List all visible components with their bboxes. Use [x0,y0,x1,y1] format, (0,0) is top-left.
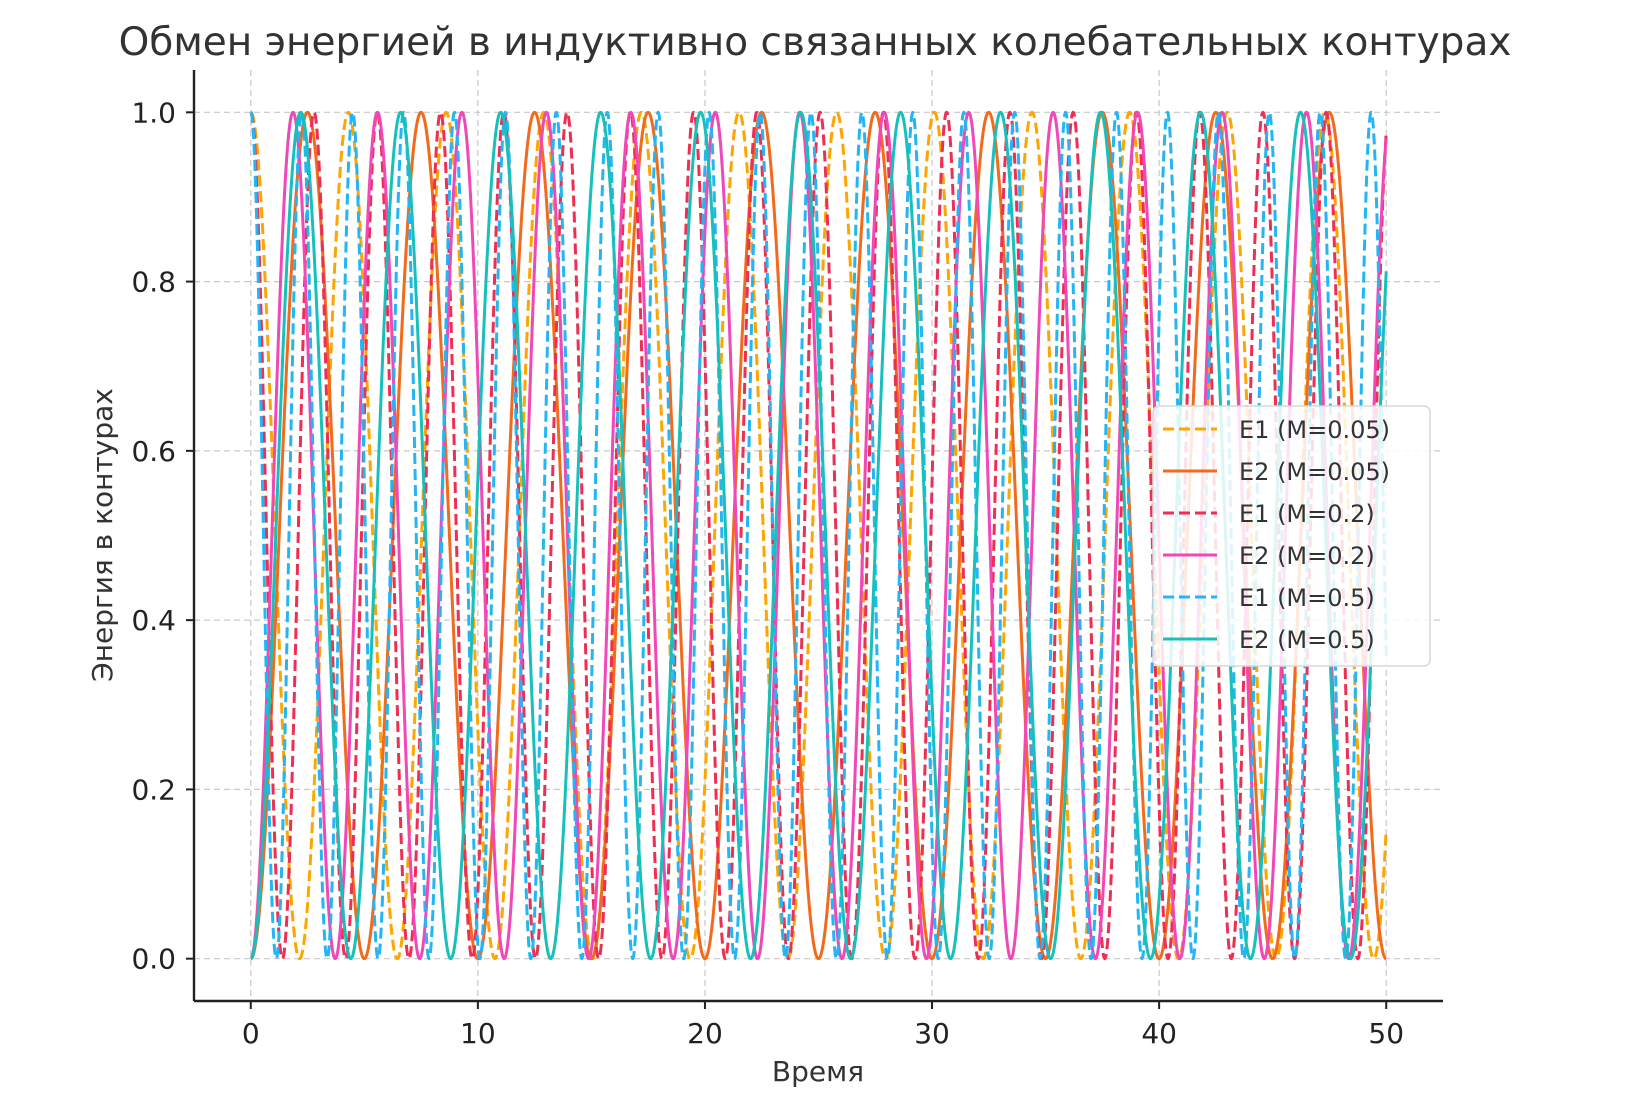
series-line-6 [249,110,1388,961]
x-tick-label: 20 [687,1017,723,1050]
legend-entry-label: E2 (M=0.5) [1239,626,1375,654]
x-tick-label: 30 [914,1017,950,1050]
x-tick-label: 0 [242,1017,260,1050]
y-tick-label: 0.2 [131,773,176,806]
x-axis-ticks: 0 10 20 30 40 50 [242,1001,1404,1050]
x-tick-label: 40 [1141,1017,1177,1050]
legend-entry-label: E1 (M=0.05) [1239,416,1390,444]
legend: E1 (M=0.05) E2 (M=0.05) E1 (M=0.2) E2 (M=0.… [1152,405,1431,667]
x-tick-label: 50 [1368,1017,1404,1050]
x-tick-label: 10 [460,1017,496,1050]
series-line-2 [249,110,1388,961]
legend-entry-label: E1 (M=0.2) [1239,500,1375,528]
series-line-5 [249,110,1388,961]
chart-title: Обмен энергией в индуктивно связанных ко… [119,20,1512,65]
x-axis-label: Время [772,1055,864,1088]
y-tick-label: 1.0 [131,96,176,129]
legend-entry-label: E2 (M=0.05) [1239,458,1390,486]
y-tick-label: 0.4 [131,604,176,637]
y-tick-label: 0.8 [131,266,176,299]
y-tick-label: 0.0 [131,943,176,976]
y-axis-ticks: 0.0 0.2 0.4 0.6 0.8 1.0 [131,96,194,976]
legend-entry-label: E2 (M=0.2) [1239,542,1375,570]
y-tick-label: 0.6 [131,435,176,468]
y-axis-label: Энергия в контурах [86,388,119,682]
legend-entry-label: E1 (M=0.5) [1239,584,1375,612]
legend-frame [1152,405,1431,667]
